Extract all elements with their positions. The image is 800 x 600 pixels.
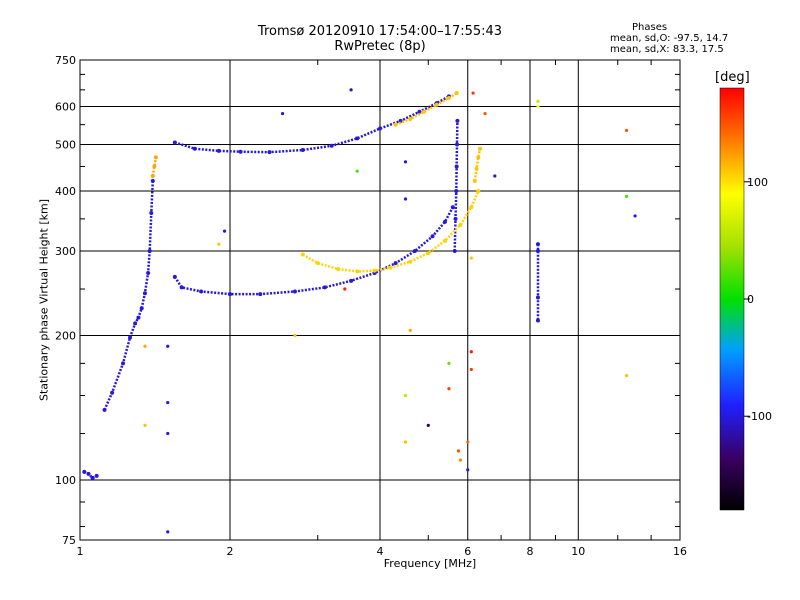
colorbar bbox=[719, 87, 745, 511]
y-tick-label: 500 bbox=[55, 139, 76, 152]
scatter-point bbox=[403, 440, 408, 444]
scatter-point bbox=[293, 333, 297, 338]
scatter-point bbox=[166, 344, 170, 348]
scatter-point bbox=[143, 423, 147, 427]
scatter-point bbox=[403, 393, 408, 398]
scatter-point bbox=[633, 214, 637, 218]
x-tick-label: 16 bbox=[673, 545, 687, 558]
scatter-point bbox=[343, 287, 347, 291]
scatter-point bbox=[447, 361, 451, 365]
x-axis-label: Frequency [MHz] bbox=[383, 557, 477, 570]
x-tick-label: 4 bbox=[377, 545, 384, 558]
scatter-point bbox=[483, 111, 487, 116]
scatter-point bbox=[469, 350, 473, 354]
scatter-point bbox=[493, 174, 497, 178]
y-tick-label: 400 bbox=[55, 185, 76, 198]
axis-ticks: 1 2 4 6 8 10 16 75 100 200 300 400 500 600 750 bbox=[55, 54, 687, 558]
scatter-point bbox=[536, 99, 540, 103]
scatter-point bbox=[469, 256, 473, 260]
scatter-point bbox=[403, 197, 408, 201]
scatter-point bbox=[403, 160, 408, 164]
grid-lines bbox=[80, 60, 680, 540]
scatter-point bbox=[166, 400, 170, 405]
trace-line bbox=[395, 92, 458, 126]
y-tick-label: 300 bbox=[55, 245, 76, 258]
scatter-point bbox=[466, 468, 470, 472]
scatter-point bbox=[458, 458, 463, 462]
colorbar-unit-label: [deg] bbox=[715, 70, 750, 85]
scatter-point bbox=[624, 128, 629, 133]
scatter-point bbox=[408, 328, 412, 332]
scatter-point bbox=[456, 449, 461, 453]
scatter-point bbox=[466, 440, 470, 444]
scatter-point bbox=[355, 169, 359, 173]
colorbar-ticks: 100 0 -100 bbox=[744, 176, 772, 423]
y-tick-label: 100 bbox=[55, 474, 76, 487]
trace-point bbox=[455, 118, 460, 123]
scatter-point bbox=[349, 88, 353, 92]
phases-x-line: mean, sd,X: 83.3, 17.5 bbox=[610, 44, 724, 55]
trace-line bbox=[83, 470, 98, 480]
trace-line bbox=[151, 157, 158, 177]
scatter-point bbox=[471, 91, 475, 95]
scatter-point bbox=[447, 387, 451, 391]
x-tick-label: 2 bbox=[227, 545, 234, 558]
trace-line bbox=[302, 190, 480, 273]
x-tick-label: 6 bbox=[464, 545, 471, 558]
trace-line bbox=[103, 180, 155, 411]
y-tick-label: 750 bbox=[55, 54, 76, 67]
scatter-point bbox=[426, 423, 430, 427]
scatter-point bbox=[280, 111, 285, 116]
scatter-point bbox=[536, 104, 540, 109]
trace-line bbox=[453, 120, 459, 252]
phases-o-line: mean, sd,O: -97.5, 14.7 bbox=[610, 33, 729, 44]
trace-line bbox=[173, 206, 454, 296]
scatter-point bbox=[217, 242, 221, 246]
chart-subtitle: RwPretec (8p) bbox=[334, 39, 426, 54]
scatter-point bbox=[624, 194, 629, 198]
trace-line bbox=[174, 95, 450, 154]
y-tick-label: 600 bbox=[55, 101, 76, 114]
x-tick-label: 10 bbox=[571, 545, 585, 558]
colorbar-tick-label: -100 bbox=[747, 410, 772, 423]
phases-legend: Phases mean, sd,O: -97.5, 14.7 mean, sd,… bbox=[590, 22, 800, 55]
colorbar-tick-label: 100 bbox=[747, 176, 768, 189]
phases-heading: Phases bbox=[632, 22, 668, 33]
scatter-point bbox=[469, 367, 473, 372]
y-axis-label: Stationary phase Virtual Height [km] bbox=[37, 198, 51, 402]
trace-line bbox=[473, 148, 482, 182]
y-tick-label: 200 bbox=[55, 330, 76, 343]
x-tick-label: 1 bbox=[77, 545, 84, 558]
data-points bbox=[82, 88, 637, 534]
y-tick-label: 75 bbox=[62, 534, 76, 547]
scatter-point bbox=[222, 229, 227, 233]
x-tick-label: 8 bbox=[527, 545, 534, 558]
chart-title: Tromsø 20120910 17:54:00–17:55:43 bbox=[257, 24, 503, 39]
scatter-point bbox=[143, 344, 147, 348]
scatter-point bbox=[166, 431, 170, 436]
colorbar-tick-label: 0 bbox=[747, 293, 754, 306]
scatter-point bbox=[166, 530, 170, 534]
scatter-point bbox=[624, 374, 629, 378]
